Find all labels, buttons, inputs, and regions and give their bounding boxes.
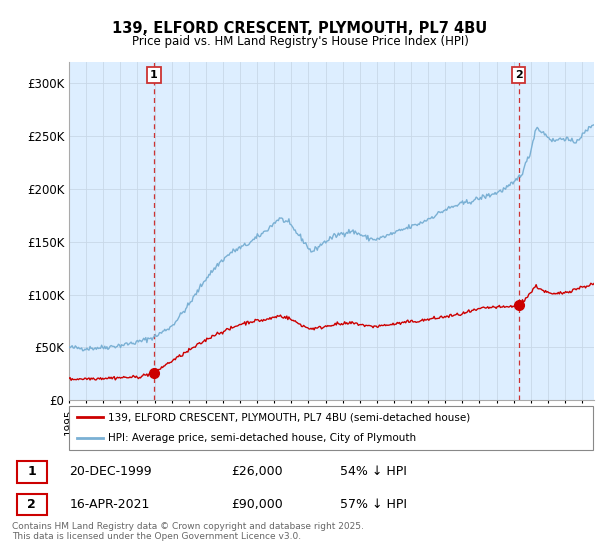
Text: 2: 2 — [27, 498, 36, 511]
Text: £26,000: £26,000 — [231, 465, 283, 478]
FancyBboxPatch shape — [17, 461, 47, 483]
Text: £90,000: £90,000 — [231, 498, 283, 511]
FancyBboxPatch shape — [17, 494, 47, 515]
Text: 54% ↓ HPI: 54% ↓ HPI — [340, 465, 407, 478]
Text: 1: 1 — [150, 70, 158, 80]
Text: HPI: Average price, semi-detached house, City of Plymouth: HPI: Average price, semi-detached house,… — [109, 433, 416, 444]
Text: 139, ELFORD CRESCENT, PLYMOUTH, PL7 4BU (semi-detached house): 139, ELFORD CRESCENT, PLYMOUTH, PL7 4BU … — [109, 412, 470, 422]
Text: Price paid vs. HM Land Registry's House Price Index (HPI): Price paid vs. HM Land Registry's House … — [131, 35, 469, 48]
Text: 57% ↓ HPI: 57% ↓ HPI — [340, 498, 407, 511]
Text: 20-DEC-1999: 20-DEC-1999 — [70, 465, 152, 478]
Text: 1: 1 — [27, 465, 36, 478]
FancyBboxPatch shape — [69, 406, 593, 450]
Text: 16-APR-2021: 16-APR-2021 — [70, 498, 150, 511]
Text: 2: 2 — [515, 70, 523, 80]
Text: Contains HM Land Registry data © Crown copyright and database right 2025.
This d: Contains HM Land Registry data © Crown c… — [12, 522, 364, 542]
Text: 139, ELFORD CRESCENT, PLYMOUTH, PL7 4BU: 139, ELFORD CRESCENT, PLYMOUTH, PL7 4BU — [112, 21, 488, 36]
